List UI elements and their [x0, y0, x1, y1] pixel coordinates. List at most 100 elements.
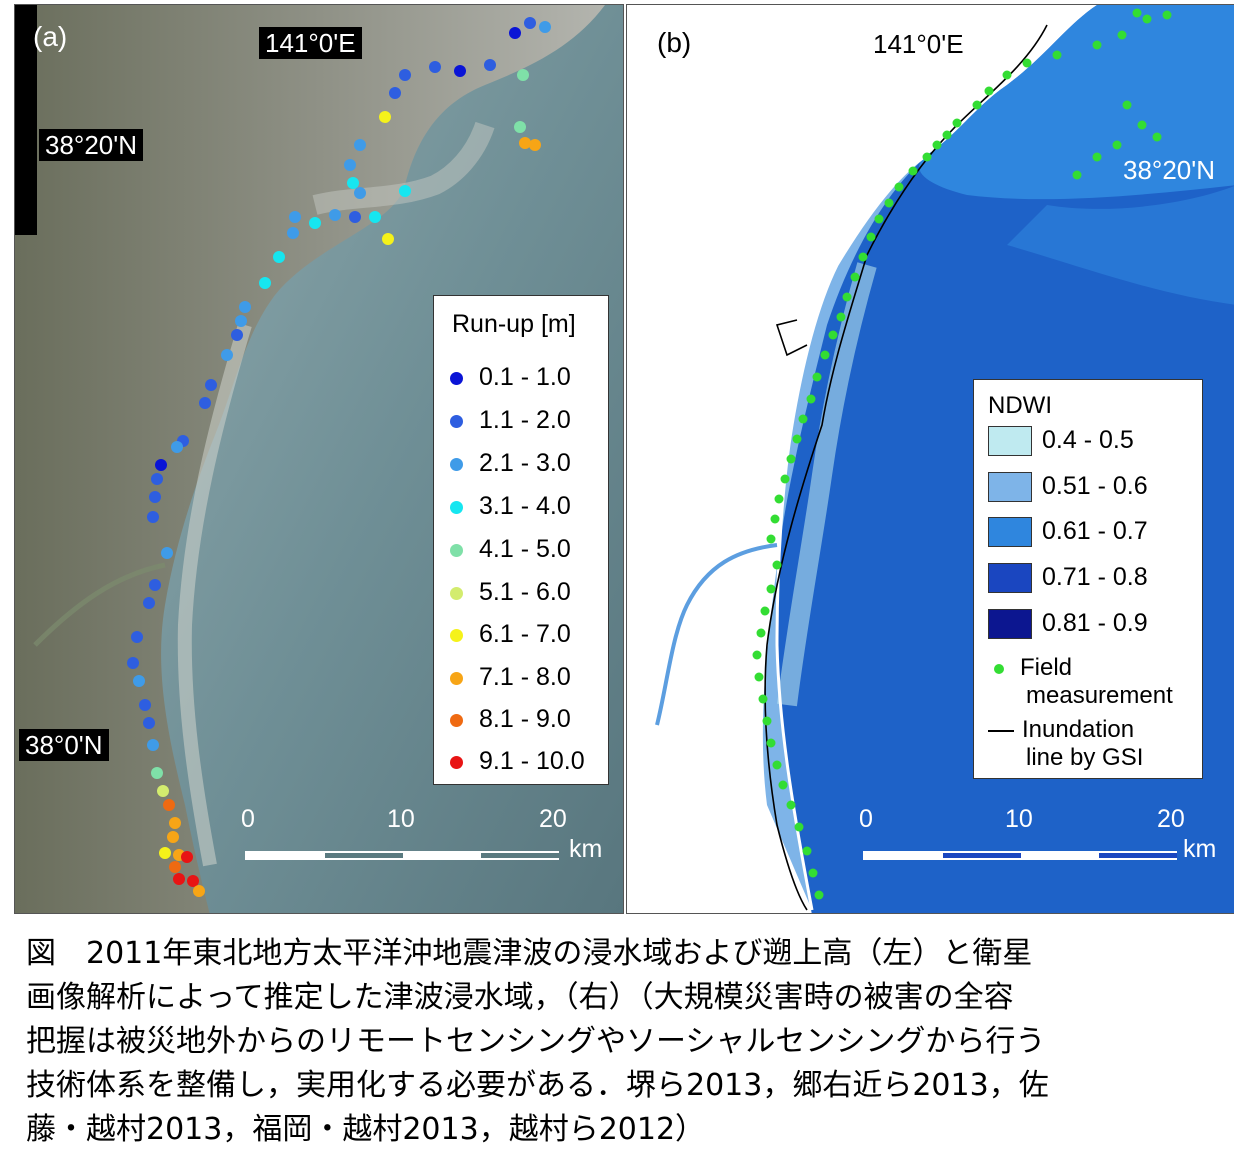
field-measurement-point — [752, 650, 762, 660]
runup-point — [187, 875, 199, 887]
runup-point — [517, 69, 529, 81]
field-measurement-point — [812, 372, 822, 382]
field-measurement-point — [772, 560, 782, 570]
field-measurement-point — [758, 694, 768, 704]
field-measurement-point — [952, 118, 962, 128]
field-measurement-points — [752, 8, 1172, 900]
latitude-label-lower: 38°0'N — [19, 729, 109, 761]
runup-point — [147, 511, 159, 523]
legend-item: 8.1 - 9.0 — [450, 704, 571, 734]
runup-point — [155, 459, 167, 471]
runup-point — [344, 159, 356, 171]
field-measurement-point — [778, 780, 788, 790]
field-measurement-point — [770, 514, 780, 524]
caption-line: 図 2011年東北地方太平洋沖地震津波の浸水域および遡上高（左）と衛星 — [26, 936, 1033, 971]
legend-swatch — [988, 609, 1032, 640]
runup-point — [239, 301, 251, 313]
legend-marker-icon — [450, 543, 463, 557]
legend-item: 7.1 - 8.0 — [450, 662, 571, 692]
field-measurement-point — [774, 494, 784, 504]
ndwi-legend: NDWI 0.4 - 0.5 0.51 - 0.6 0.61 - 0.7 0.7… — [973, 379, 1203, 779]
runup-point — [329, 209, 341, 221]
field-measurement-point — [794, 822, 804, 832]
field-measurement-point — [894, 182, 904, 192]
legend-item: 4.1 - 5.0 — [450, 534, 571, 564]
runup-point — [379, 111, 391, 123]
runup-point — [221, 349, 233, 361]
legend-item: 0.71 - 0.8 — [988, 559, 1148, 595]
runup-point — [349, 211, 361, 223]
legend-marker-icon — [450, 755, 463, 769]
ndwi-map-panel: (b) 141°0'E 38°20'N NDWI 0.4 - 0.5 0.51 … — [626, 4, 1234, 914]
runup-points — [127, 17, 551, 897]
runup-point — [147, 739, 159, 751]
runup-point — [454, 65, 466, 77]
runup-point — [169, 861, 181, 873]
legend-item: 9.1 - 10.0 — [450, 746, 585, 776]
runup-point — [309, 217, 321, 229]
green-dot-icon — [994, 663, 1004, 674]
runup-point — [235, 315, 247, 327]
field-measurement-point — [1162, 10, 1172, 20]
longitude-label: 141°0'E — [873, 29, 964, 59]
field-measurement-point — [1022, 58, 1032, 68]
field-measurement-point — [884, 198, 894, 208]
field-measurement-point — [766, 584, 776, 594]
legend-title: Run-up [m] — [452, 310, 576, 338]
legend-swatch — [988, 517, 1032, 548]
legend-swatch — [988, 563, 1032, 594]
panel-label: (b) — [657, 27, 692, 58]
field-measurement-point — [1132, 8, 1142, 18]
runup-point — [354, 139, 366, 151]
panel-label: (a) — [33, 21, 68, 52]
latitude-label-upper: 38°20'N — [39, 129, 143, 161]
field-measurement-point — [766, 738, 776, 748]
runup-point — [149, 579, 161, 591]
field-measurement-point — [984, 86, 994, 96]
field-measurement-point — [1002, 70, 1012, 80]
runup-point — [205, 379, 217, 391]
runup-point — [163, 799, 175, 811]
legend-marker-icon — [450, 414, 463, 428]
runup-map-panel: (a) 141°0'E 38°20'N 38°0'N Run-up [m] 0.… — [14, 4, 624, 914]
field-measurement-point — [1137, 120, 1147, 130]
runup-point — [171, 441, 183, 453]
legend-item: 0.4 - 0.5 — [988, 422, 1134, 458]
field-measurement-point — [1052, 50, 1062, 60]
scale-bar: 0 10 20 km — [859, 805, 1217, 863]
runup-point — [539, 21, 551, 33]
runup-point — [173, 873, 185, 885]
runup-point — [157, 785, 169, 797]
runup-point — [484, 59, 496, 71]
field-measurement-point — [798, 414, 808, 424]
runup-point — [369, 211, 381, 223]
field-measurement-point — [806, 394, 816, 404]
field-measurement-point — [932, 140, 942, 150]
longitude-label: 141°0'E — [259, 27, 362, 59]
runup-point — [143, 597, 155, 609]
field-measurement-point — [1152, 132, 1162, 142]
scale-bar: 0 10 20 km — [241, 805, 603, 863]
field-measurement-point — [858, 252, 868, 262]
runup-point — [347, 177, 359, 189]
field-measurement-point — [808, 868, 818, 878]
field-measurement-point — [1117, 30, 1127, 40]
field-measurement-point — [786, 454, 796, 464]
runup-legend: Run-up [m] 0.1 - 1.0 1.1 - 2.0 2.1 - 3.0… — [433, 295, 609, 785]
runup-point — [399, 185, 411, 197]
latitude-label: 38°20'N — [1123, 155, 1215, 185]
field-measurement-point — [802, 846, 812, 856]
legend-item: 3.1 - 4.0 — [450, 491, 571, 521]
legend-item: 0.81 - 0.9 — [988, 605, 1148, 641]
runup-point — [151, 473, 163, 485]
field-measurement-point — [850, 272, 860, 282]
line-icon — [988, 729, 1014, 732]
runup-point — [151, 767, 163, 779]
field-measurement-point — [766, 534, 776, 544]
field-measurement-point — [772, 760, 782, 770]
runup-point — [199, 397, 211, 409]
legend-item: 1.1 - 2.0 — [450, 405, 571, 435]
field-measurement-point — [866, 232, 876, 242]
runup-point — [167, 831, 179, 843]
field-measurement-point — [786, 800, 796, 810]
